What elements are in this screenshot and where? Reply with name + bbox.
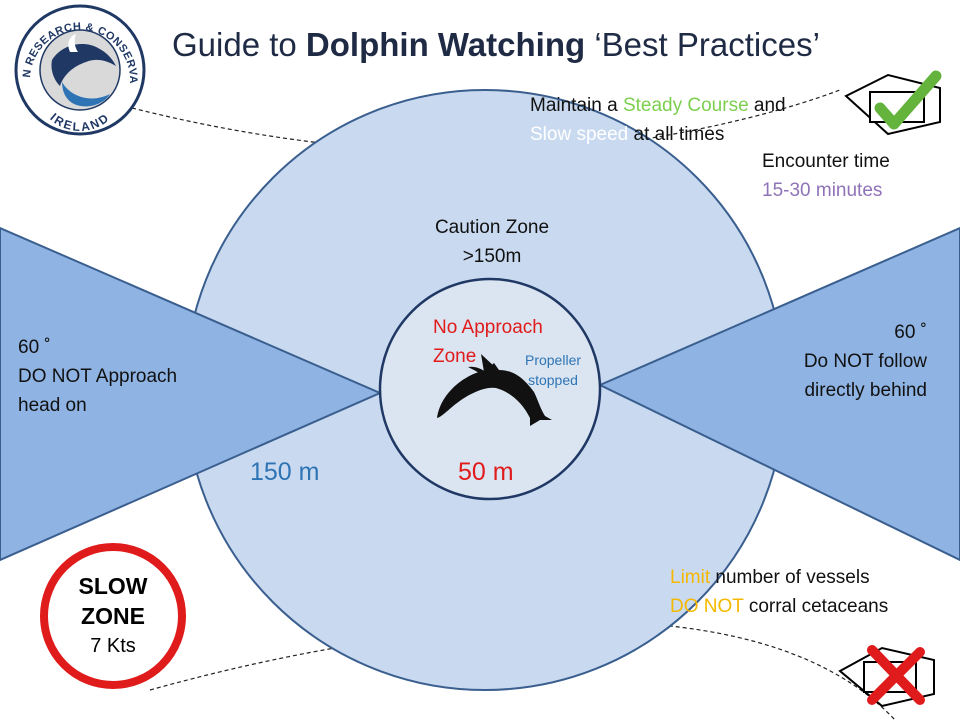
steady-text-e: at all times <box>628 124 725 145</box>
right-sector-line2: Do NOT follow <box>803 351 927 372</box>
steady-course-line: Maintain a Steady Course and <box>530 91 786 120</box>
left-sector-line2: DO NOT Approach <box>18 366 178 387</box>
encounter-time-value: 15-30 minutes <box>762 180 883 201</box>
no-approach-zone-circle <box>378 277 602 501</box>
slow-zone-line2: ZONE <box>81 603 145 629</box>
corral-line: DO NOT corral cetaceans <box>670 592 888 621</box>
caution-zone-line1: Caution Zone <box>434 217 550 238</box>
propeller-stopped-label: Propeller stopped <box>512 350 594 390</box>
right-sector <box>597 226 960 562</box>
caution-zone-line2: >150m <box>462 246 522 267</box>
no-approach-zone-label: No Approach Zone <box>433 313 543 371</box>
left-sector <box>0 226 383 562</box>
slow-speed-highlight: Slow speed <box>530 124 629 145</box>
title-prefix: Guide to <box>172 26 306 63</box>
dashed-course-curve-bottom <box>149 623 896 720</box>
title-suffix: ‘Best Practices’ <box>585 26 820 63</box>
title-bold: Dolphin Watching <box>305 26 586 63</box>
inner-distance-label: 50 m <box>458 458 514 486</box>
do-not-highlight: DO NOT <box>670 596 744 617</box>
right-sector-label: 60 ˚ Do NOT follow directly behind <box>720 318 927 405</box>
propeller-line2: stopped <box>528 372 578 388</box>
left-sector-line3: head on <box>18 395 87 416</box>
corral-text: corral cetaceans <box>743 596 889 617</box>
right-sector-line3: directly behind <box>804 380 927 401</box>
left-sector-label: 60 ˚ DO NOT Approach head on <box>18 333 177 420</box>
limit-highlight: Limit <box>670 567 711 588</box>
slow-speed-line: Slow speed at all times <box>530 120 724 149</box>
slow-zone-sign: SLOW ZONE 7 Kts <box>40 543 186 689</box>
encounter-time-label: Encounter time <box>762 151 890 172</box>
no-approach-line2: Zone <box>433 346 477 367</box>
check-mark-icon <box>874 70 942 130</box>
ocean-research-conservation-logo: OCEAN RESEARCH & CONSERVATION IRELAND <box>0 0 146 136</box>
dolphin-icon <box>437 354 552 426</box>
outer-distance-label: 150 m <box>250 458 320 486</box>
no-approach-line1: No Approach <box>433 317 543 338</box>
limit-text: number of vessels <box>710 567 870 588</box>
right-sector-angle: 60 ˚ <box>894 322 927 343</box>
slow-zone-line1: SLOW <box>78 573 148 599</box>
steady-course-highlight: Steady Course <box>622 95 749 116</box>
page-title: Guide to Dolphin Watching ‘Best Practice… <box>172 26 820 64</box>
caution-zone-label: Caution Zone >150m <box>400 213 584 271</box>
steady-text-c: and <box>748 95 786 116</box>
cross-mark-icon <box>867 645 925 705</box>
limit-vessels-line: Limit number of vessels <box>670 563 870 592</box>
steady-text-a: Maintain a <box>530 95 623 116</box>
slow-zone-speed: 7 Kts <box>90 635 136 657</box>
propeller-line1: Propeller <box>524 352 582 368</box>
left-sector-angle: 60 ˚ <box>18 337 51 358</box>
